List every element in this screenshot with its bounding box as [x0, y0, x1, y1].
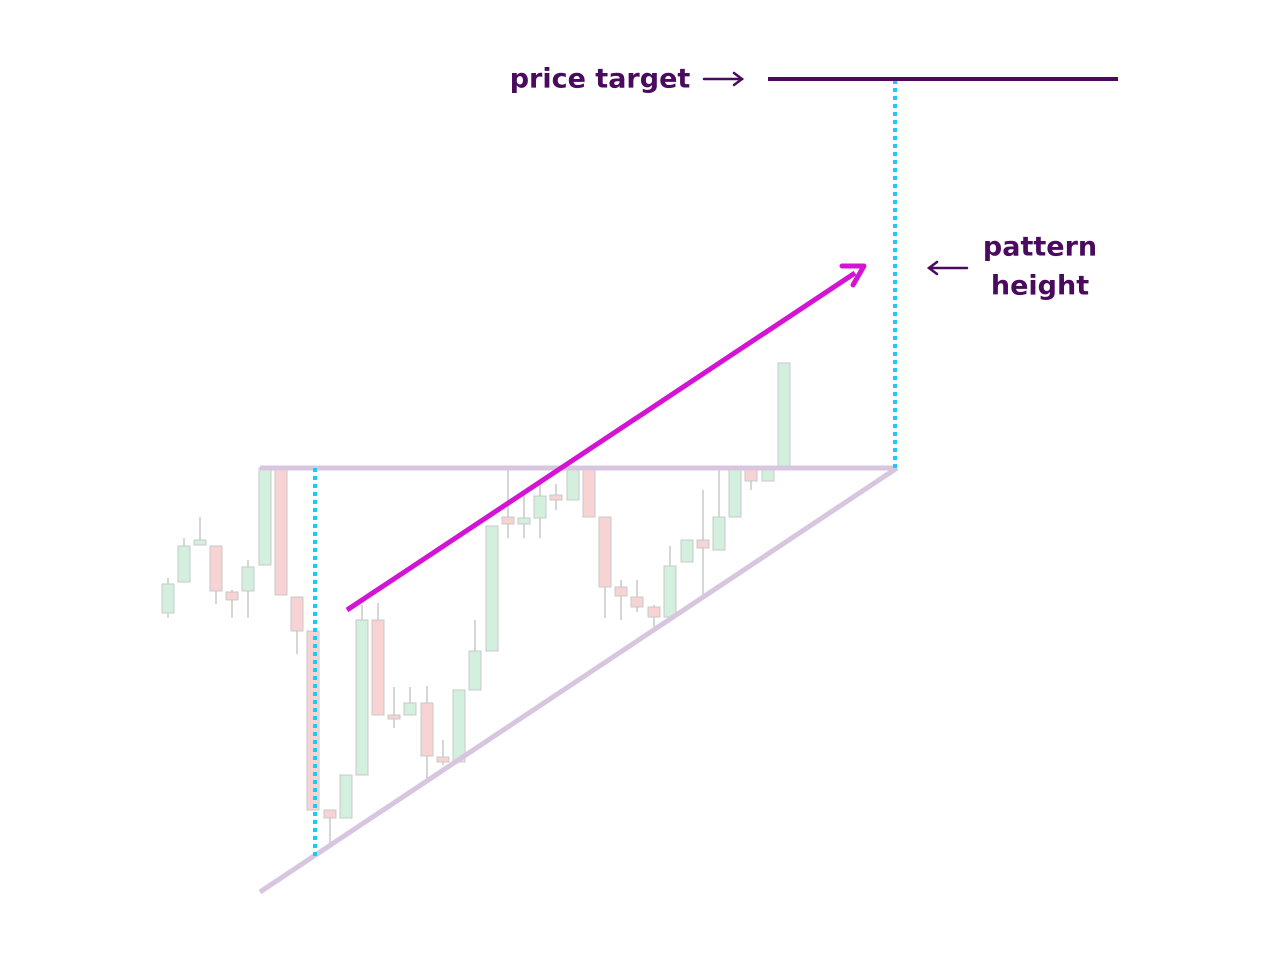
candle-body	[485, 525, 499, 652]
candle-body	[420, 702, 434, 757]
candle-body	[468, 650, 482, 691]
candle-body	[728, 467, 742, 518]
candle-body	[663, 565, 677, 618]
candle-body	[630, 596, 644, 608]
candle-body	[566, 467, 580, 501]
candle-body	[582, 467, 596, 518]
candle-body	[696, 539, 710, 549]
candle-body	[193, 539, 207, 546]
pattern-height-label: pattern	[983, 232, 1097, 263]
candle-body	[290, 596, 304, 632]
candle-body	[598, 516, 612, 588]
candlesticks	[161, 362, 791, 845]
trend-arrow	[345, 270, 857, 613]
candle-body	[647, 606, 661, 618]
candle-body	[533, 495, 547, 519]
candle-body	[712, 516, 726, 551]
candle-body	[209, 545, 223, 592]
left-arrow	[926, 260, 969, 276]
candle-body	[161, 583, 175, 614]
candle-body	[777, 362, 791, 469]
candle-body	[274, 467, 288, 596]
candle-body	[436, 756, 450, 763]
candle-body	[258, 467, 272, 566]
candle-body	[339, 774, 353, 819]
candle-body	[177, 545, 191, 583]
candle-body	[680, 539, 694, 563]
price-target-label: price target	[510, 64, 691, 95]
candle-body	[744, 469, 758, 482]
candle-body	[517, 517, 531, 525]
candle-body	[387, 714, 401, 720]
candle-body	[355, 619, 369, 776]
right-arrow	[702, 71, 745, 87]
candle-body	[225, 591, 239, 601]
candle-body	[549, 494, 563, 501]
candle-body	[241, 566, 255, 592]
candle-body	[323, 809, 337, 819]
candle-body	[614, 586, 628, 597]
candle-body	[501, 516, 515, 525]
candle-body	[452, 689, 466, 763]
pattern-height-label: height	[991, 271, 1089, 302]
candle-body	[403, 702, 417, 716]
support-line	[258, 465, 899, 895]
candle-body	[371, 619, 385, 716]
trend-arrow-head	[839, 263, 867, 288]
